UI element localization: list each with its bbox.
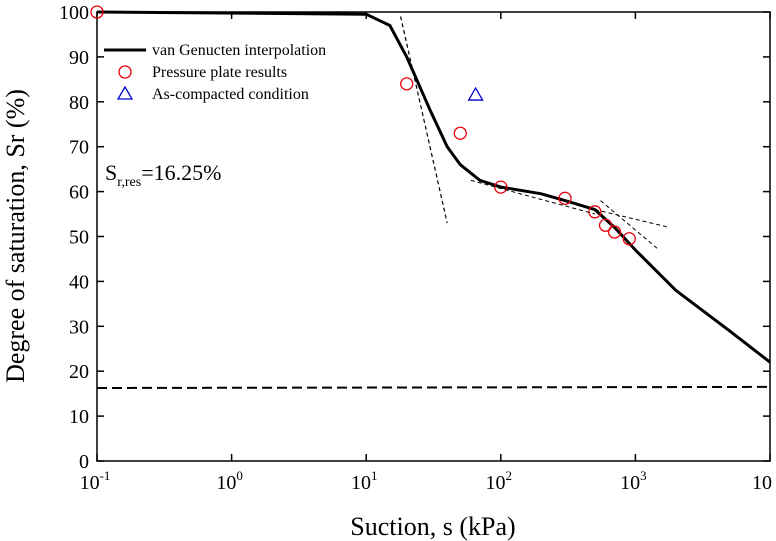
guide-line (400, 16, 448, 224)
x-tick-exponent: 2 (506, 468, 513, 483)
legend-label: As-compacted condition (152, 86, 309, 103)
x-tick-base: 10 (216, 472, 236, 494)
x-tick-label: 103 (620, 468, 647, 494)
guide-line (96, 385, 771, 389)
annotation-subscript: r,res (117, 175, 141, 190)
y-tick-label: 100 (59, 2, 89, 24)
guide-line (594, 209, 670, 228)
x-tick-base: 10 (351, 472, 371, 494)
x-tick-base: 10 (620, 472, 640, 494)
x-tick-exponent: -1 (100, 468, 111, 483)
x-tick-label: 10-1 (80, 468, 111, 494)
annotation-text: =16.25% (141, 160, 221, 185)
data-point (607, 225, 622, 239)
y-tick-label: 0 (79, 451, 89, 473)
x-tick-exponent: 0 (236, 468, 243, 483)
y-tick-label: 50 (69, 227, 89, 249)
x-tick-exponent: 1 (371, 468, 378, 483)
guide-line (600, 200, 660, 251)
x-tick-label: 101 (351, 468, 378, 494)
series-line (96, 10, 771, 364)
x-axis-title: Suction, s (kPa) (350, 512, 515, 541)
y-axis-title: Degree of saturation, Sr (%) (1, 89, 30, 383)
x-tick-label: 100 (216, 468, 243, 494)
data-point (467, 86, 484, 101)
x-tick-exponent: 3 (640, 468, 647, 483)
annotation: Sr,res=16.25% (105, 160, 221, 190)
y-tick-label: 80 (69, 92, 89, 114)
x-tick-label: 102 (486, 468, 513, 494)
x-tick-base: 10 (80, 472, 100, 494)
data-point (598, 218, 613, 232)
data-point (558, 191, 572, 205)
x-tick-base: 10 (486, 472, 506, 494)
y-tick-label: 90 (69, 47, 89, 69)
data-point (90, 5, 104, 19)
legend-label: Pressure plate results (152, 64, 287, 81)
annotation-base: S (105, 160, 117, 185)
x-tick-base: 10 (752, 472, 772, 494)
data-point (400, 77, 414, 91)
y-tick-label: 70 (69, 137, 89, 159)
guide-line (470, 179, 596, 215)
y-tick-label: 10 (69, 406, 89, 428)
data-point (588, 205, 602, 219)
x-tick-label: 10 (752, 472, 772, 494)
y-tick-label: 30 (69, 316, 89, 338)
y-tick-label: 40 (69, 271, 89, 293)
y-tick-label: 20 (69, 361, 89, 383)
data-point (622, 232, 636, 246)
legend-marker (118, 65, 132, 79)
legend-label: van Genucten interpolation (152, 42, 326, 59)
legend-marker (116, 85, 134, 100)
y-tick-label: 60 (69, 182, 89, 204)
data-point (453, 126, 467, 140)
